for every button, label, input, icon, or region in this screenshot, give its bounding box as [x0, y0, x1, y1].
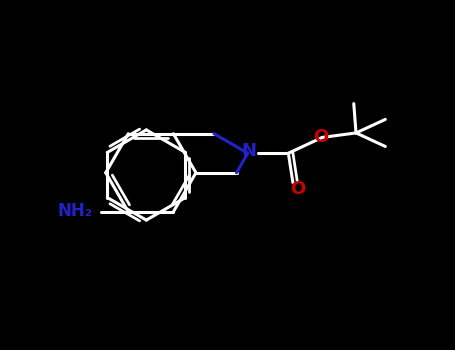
- Text: O: O: [290, 180, 305, 198]
- Text: O: O: [313, 128, 328, 146]
- Text: NH₂: NH₂: [57, 202, 92, 220]
- Text: N: N: [241, 142, 256, 160]
